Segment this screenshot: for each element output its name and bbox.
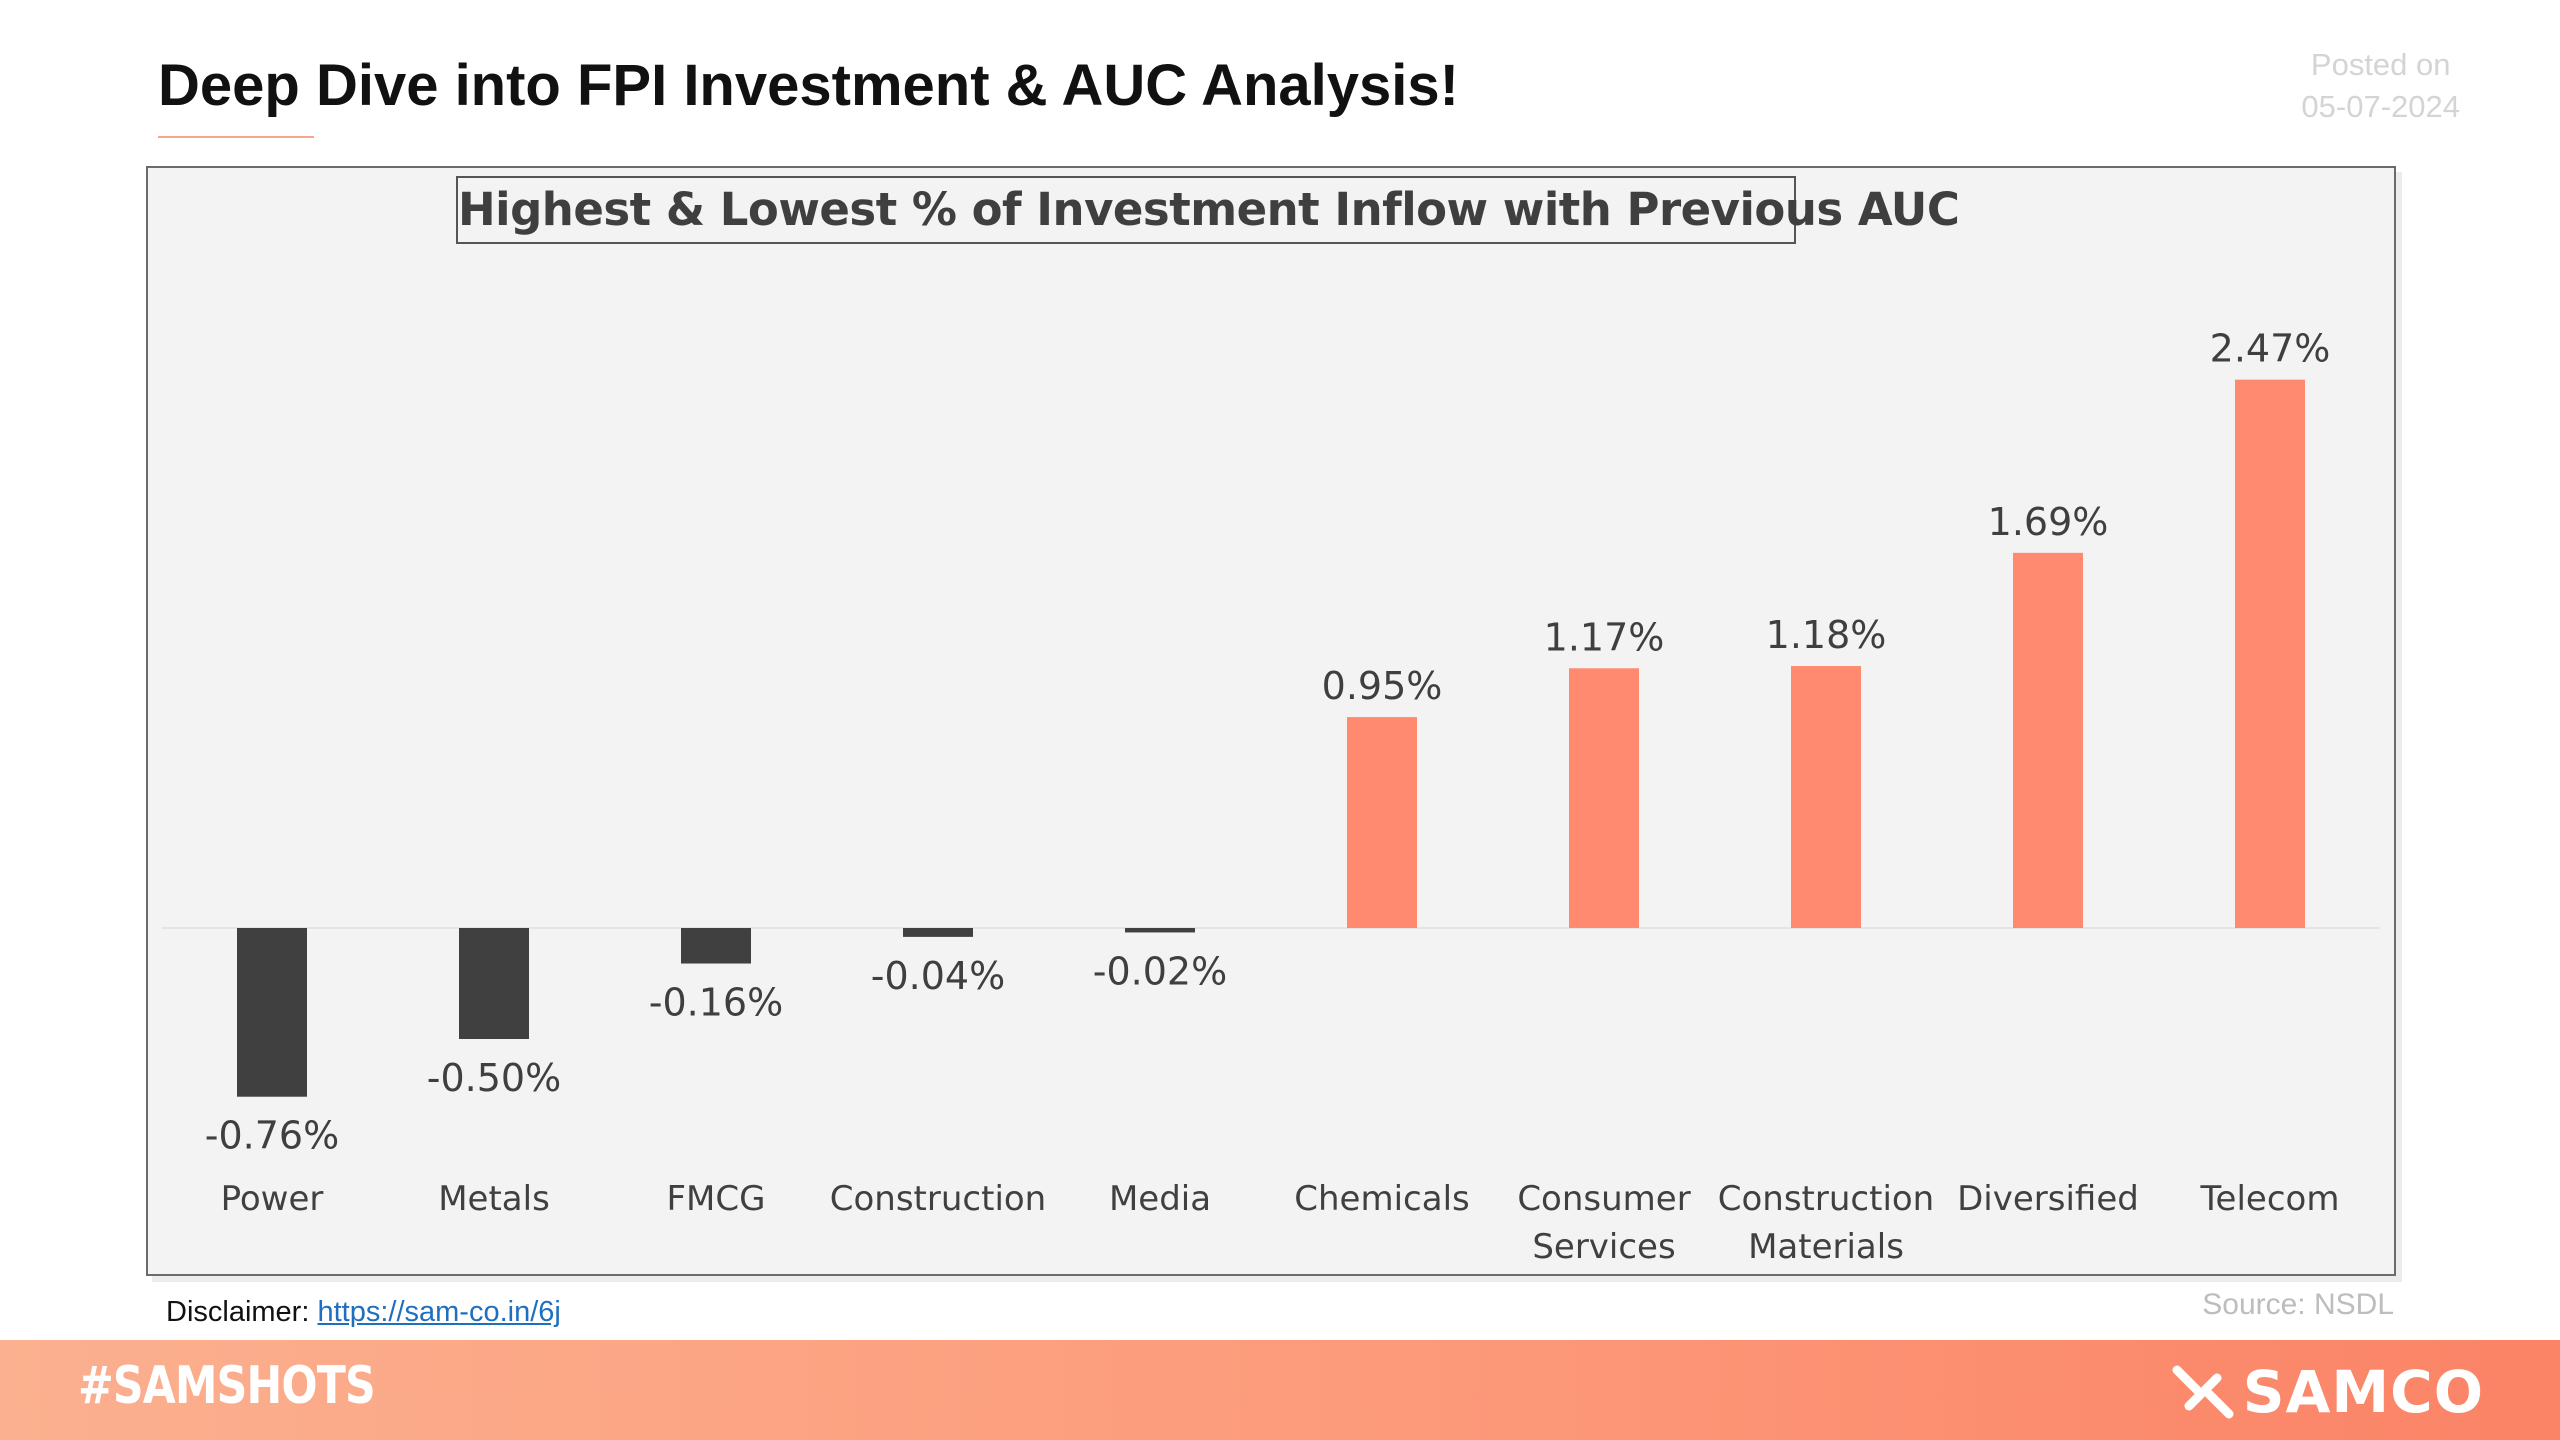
data-label: 1.17% bbox=[1544, 615, 1665, 659]
category-tick-label: Media bbox=[1109, 1179, 1211, 1219]
bar-metals bbox=[459, 928, 529, 1039]
disclaimer: Disclaimer: https://sam-co.in/6j bbox=[166, 1296, 561, 1329]
category-tick-label: Chemicals bbox=[1294, 1179, 1469, 1219]
brand-name: SAMCO bbox=[2242, 1358, 2484, 1426]
chart-frame: -0.76% Power -0.50% Metals -0.16% FMCG -0.04% C… bbox=[146, 166, 2396, 1276]
data-label: -0.16% bbox=[649, 981, 783, 1025]
data-label: -0.04% bbox=[871, 954, 1005, 998]
bar-fmcg bbox=[681, 928, 751, 964]
bar-diversified bbox=[2013, 552, 2083, 928]
samco-logo-icon bbox=[2172, 1365, 2234, 1419]
category-tick-label: Construction bbox=[1718, 1179, 1934, 1219]
category-tick-label: FMCG bbox=[667, 1179, 766, 1219]
data-label: 2.47% bbox=[2210, 327, 2331, 371]
bar-construction bbox=[903, 928, 973, 937]
data-label: -0.50% bbox=[427, 1056, 561, 1100]
disclaimer-label: Disclaimer: bbox=[166, 1296, 310, 1328]
data-label: 1.69% bbox=[1988, 500, 2109, 544]
posted-info: Posted on 05-07-2024 bbox=[2301, 44, 2460, 128]
bar-construction-materials bbox=[1791, 666, 1861, 928]
data-label: -0.76% bbox=[205, 1114, 339, 1158]
bar-telecom bbox=[2235, 379, 2305, 928]
category-tick-label: Services bbox=[1532, 1227, 1675, 1267]
category-tick-label: Telecom bbox=[2200, 1179, 2340, 1219]
category-tick-label: Construction bbox=[830, 1179, 1046, 1219]
brand-logo[interactable]: SAMCO bbox=[2171, 1358, 2484, 1426]
category-tick-label: Consumer bbox=[1517, 1179, 1690, 1219]
bar-media bbox=[1125, 928, 1195, 933]
footer-banner: #SAMSHOTS SAMCO bbox=[0, 1340, 2560, 1440]
data-label: -0.02% bbox=[1093, 949, 1227, 993]
data-label: 1.18% bbox=[1766, 613, 1887, 657]
bar-chemicals bbox=[1347, 717, 1417, 928]
bar-chart: -0.76% Power -0.50% Metals -0.16% FMCG -0.04% C… bbox=[162, 327, 2380, 1267]
bar-consumer-services bbox=[1569, 668, 1639, 928]
category-tick-label: Power bbox=[221, 1179, 324, 1219]
bar-power bbox=[237, 928, 307, 1097]
category-tick-label: Diversified bbox=[1957, 1179, 2139, 1219]
posted-label: Posted on bbox=[2310, 47, 2451, 82]
page-title: Deep Dive into FPI Investment & AUC Anal… bbox=[158, 53, 1459, 118]
posted-date: 05-07-2024 bbox=[2301, 89, 2460, 124]
category-tick-label: Materials bbox=[1748, 1227, 1904, 1267]
disclaimer-link[interactable]: https://sam-co.in/6j bbox=[317, 1296, 561, 1328]
chart-title: Highest & Lowest % of Investment Inflow … bbox=[456, 176, 1960, 244]
data-label: 0.95% bbox=[1322, 664, 1443, 708]
source-note: Source: NSDL bbox=[2202, 1288, 2394, 1321]
category-tick-label: Metals bbox=[438, 1179, 550, 1219]
hashtag-label: #SAMSHOTS bbox=[78, 1356, 376, 1416]
title-underline bbox=[158, 136, 314, 138]
